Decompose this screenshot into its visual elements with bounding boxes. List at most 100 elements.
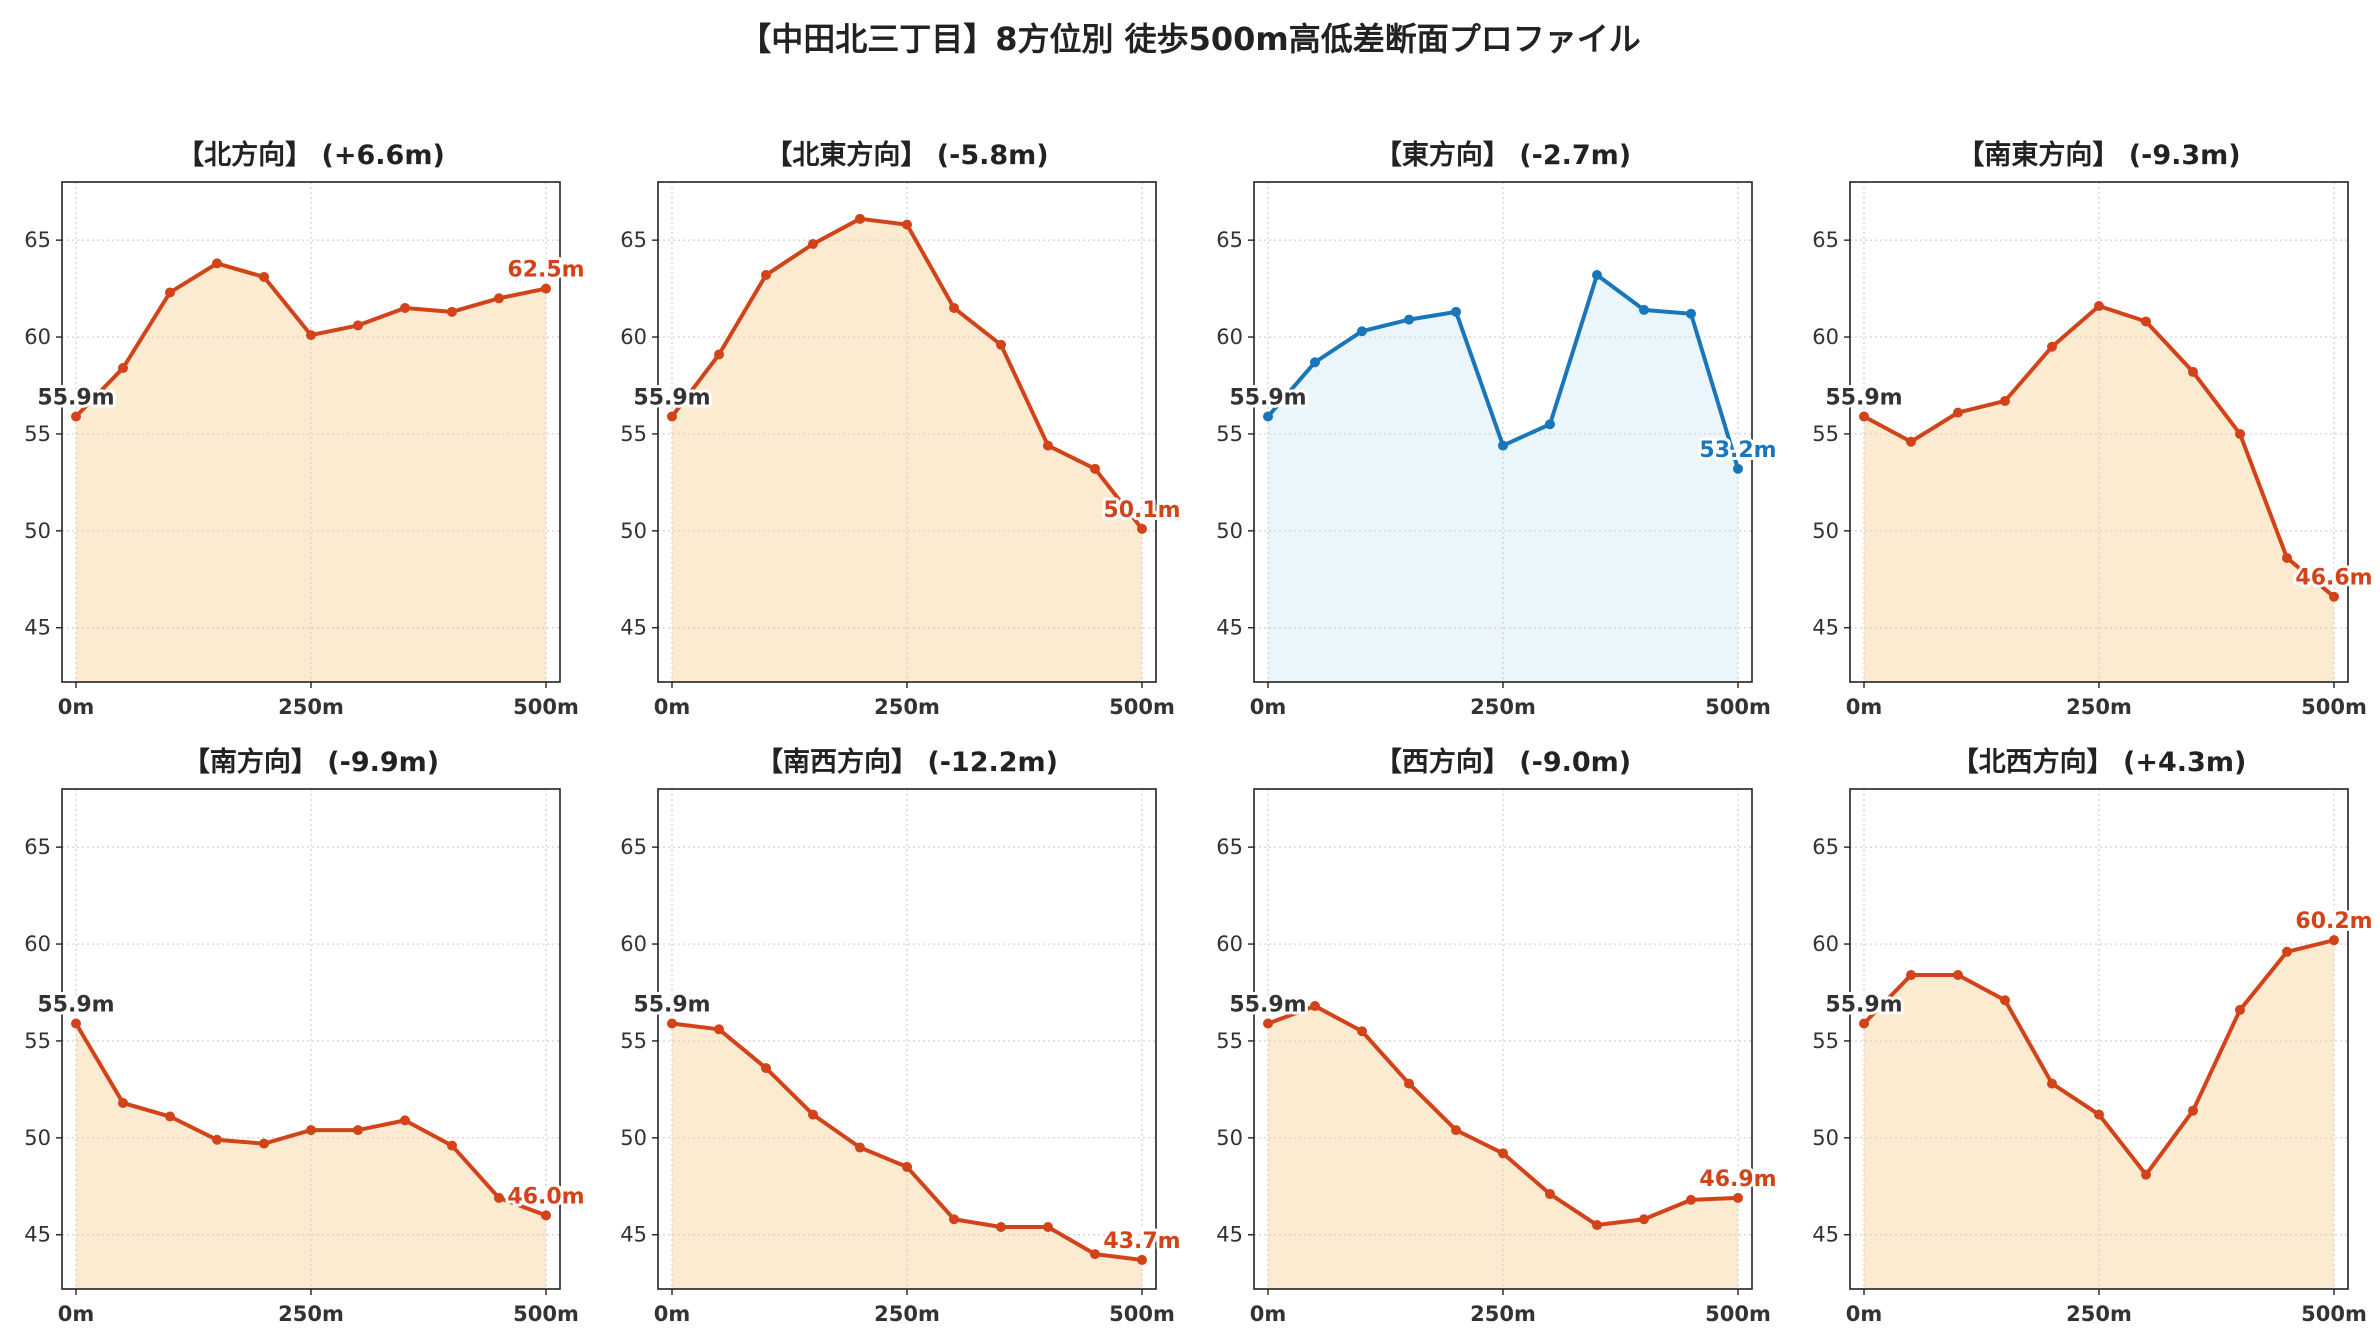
area-fill — [672, 1023, 1142, 1289]
data-point — [400, 302, 410, 313]
data-point — [996, 339, 1006, 350]
y-tick-label: 50 — [24, 1126, 51, 1150]
data-point — [855, 213, 865, 224]
y-tick-label: 55 — [1216, 422, 1243, 446]
data-point — [808, 1109, 818, 1120]
y-tick-label: 45 — [24, 1223, 51, 1247]
x-tick-label: 500m — [1109, 695, 1175, 719]
data-point — [1451, 1125, 1461, 1136]
data-point — [165, 1111, 175, 1122]
data-point — [1357, 1026, 1367, 1037]
x-tick-label: 0m — [654, 695, 691, 719]
data-point — [1733, 463, 1743, 474]
data-point — [259, 271, 269, 282]
chart-panel: 【北方向】 (+6.6m) 45 50 55 60 65 0m 250m 500m 55.9m 62… — [24, 139, 587, 719]
y-tick-label: 50 — [1812, 519, 1839, 543]
data-point — [2000, 995, 2010, 1006]
end-value-label: 46.6m — [2295, 566, 2372, 591]
area-fill — [1268, 1006, 1738, 1289]
x-tick-label: 500m — [1705, 695, 1771, 719]
y-tick-label: 55 — [24, 422, 51, 446]
data-point — [1545, 1189, 1555, 1200]
data-point — [1310, 357, 1320, 368]
end-value-label: 62.5m — [507, 258, 584, 283]
x-tick-label: 0m — [1846, 1302, 1883, 1326]
y-tick-label: 60 — [620, 325, 647, 349]
x-tick-label: 0m — [1250, 1302, 1287, 1326]
start-value-label: 55.9m — [1229, 385, 1306, 410]
y-tick-label: 60 — [1812, 325, 1839, 349]
data-point — [996, 1221, 1006, 1232]
end-value-label: 53.2m — [1699, 438, 1776, 463]
x-tick-label: 500m — [513, 1302, 579, 1326]
data-point — [2329, 591, 2339, 602]
y-tick-label: 50 — [1216, 519, 1243, 543]
data-point — [1263, 411, 1273, 422]
y-tick-label: 65 — [1216, 835, 1243, 859]
y-tick-label: 50 — [24, 519, 51, 543]
chart-panel: 【西方向】 (-9.0m) 45 50 55 60 65 0m 250m 500m 55.9m 46… — [1216, 746, 1779, 1326]
start-value-label: 55.9m — [1825, 385, 1902, 410]
x-tick-label: 250m — [278, 1302, 344, 1326]
data-point — [2141, 1169, 2151, 1180]
data-point — [761, 270, 771, 281]
y-tick-label: 50 — [1216, 1126, 1243, 1150]
data-point — [1953, 970, 1963, 981]
data-point — [1137, 1254, 1147, 1265]
data-point — [1263, 1018, 1273, 1029]
data-point — [902, 1161, 912, 1172]
data-point — [1451, 306, 1461, 317]
start-value-label: 55.9m — [633, 992, 710, 1017]
x-tick-label: 0m — [1846, 695, 1883, 719]
data-point — [1090, 463, 1100, 474]
data-point — [165, 287, 175, 298]
x-tick-label: 0m — [654, 1302, 691, 1326]
panel-title: 【南西方向】 (-12.2m) — [756, 746, 1058, 778]
data-point — [2094, 301, 2104, 312]
y-tick-label: 55 — [1812, 422, 1839, 446]
x-tick-label: 500m — [2301, 695, 2367, 719]
data-point — [541, 283, 551, 294]
data-point — [1137, 523, 1147, 534]
data-point — [1404, 314, 1414, 325]
data-point — [667, 1018, 677, 1029]
data-point — [447, 306, 457, 317]
x-tick-label: 0m — [58, 1302, 95, 1326]
y-tick-label: 50 — [620, 1126, 647, 1150]
data-point — [1953, 407, 1963, 418]
data-point — [1592, 1220, 1602, 1231]
data-point — [494, 1192, 504, 1203]
x-tick-label: 0m — [1250, 695, 1287, 719]
data-point — [212, 1134, 222, 1145]
data-point — [1639, 1214, 1649, 1225]
y-tick-label: 50 — [620, 519, 647, 543]
data-point — [1592, 270, 1602, 281]
data-point — [714, 1024, 724, 1035]
area-fill — [672, 218, 1142, 682]
data-point — [1043, 440, 1053, 451]
data-point — [1498, 1148, 1508, 1159]
x-tick-label: 500m — [513, 695, 579, 719]
data-point — [2047, 341, 2057, 352]
y-tick-label: 60 — [1216, 325, 1243, 349]
end-value-label: 46.0m — [507, 1184, 584, 1209]
panel-title: 【西方向】 (-9.0m) — [1375, 746, 1631, 778]
data-point — [306, 330, 316, 341]
data-point — [212, 258, 222, 269]
data-point — [714, 349, 724, 360]
data-point — [949, 302, 959, 313]
y-tick-label: 65 — [1812, 835, 1839, 859]
x-tick-label: 500m — [1705, 1302, 1771, 1326]
data-point — [1090, 1249, 1100, 1260]
data-point — [2235, 428, 2245, 439]
data-point — [1686, 1194, 1696, 1205]
y-tick-label: 45 — [620, 1223, 647, 1247]
data-point — [71, 411, 81, 422]
x-tick-label: 0m — [58, 695, 95, 719]
data-point — [1310, 1001, 1320, 1012]
data-point — [761, 1063, 771, 1074]
y-tick-label: 45 — [1216, 616, 1243, 640]
start-value-label: 55.9m — [37, 992, 114, 1017]
end-value-label: 46.9m — [1699, 1167, 1776, 1192]
y-tick-label: 65 — [24, 835, 51, 859]
